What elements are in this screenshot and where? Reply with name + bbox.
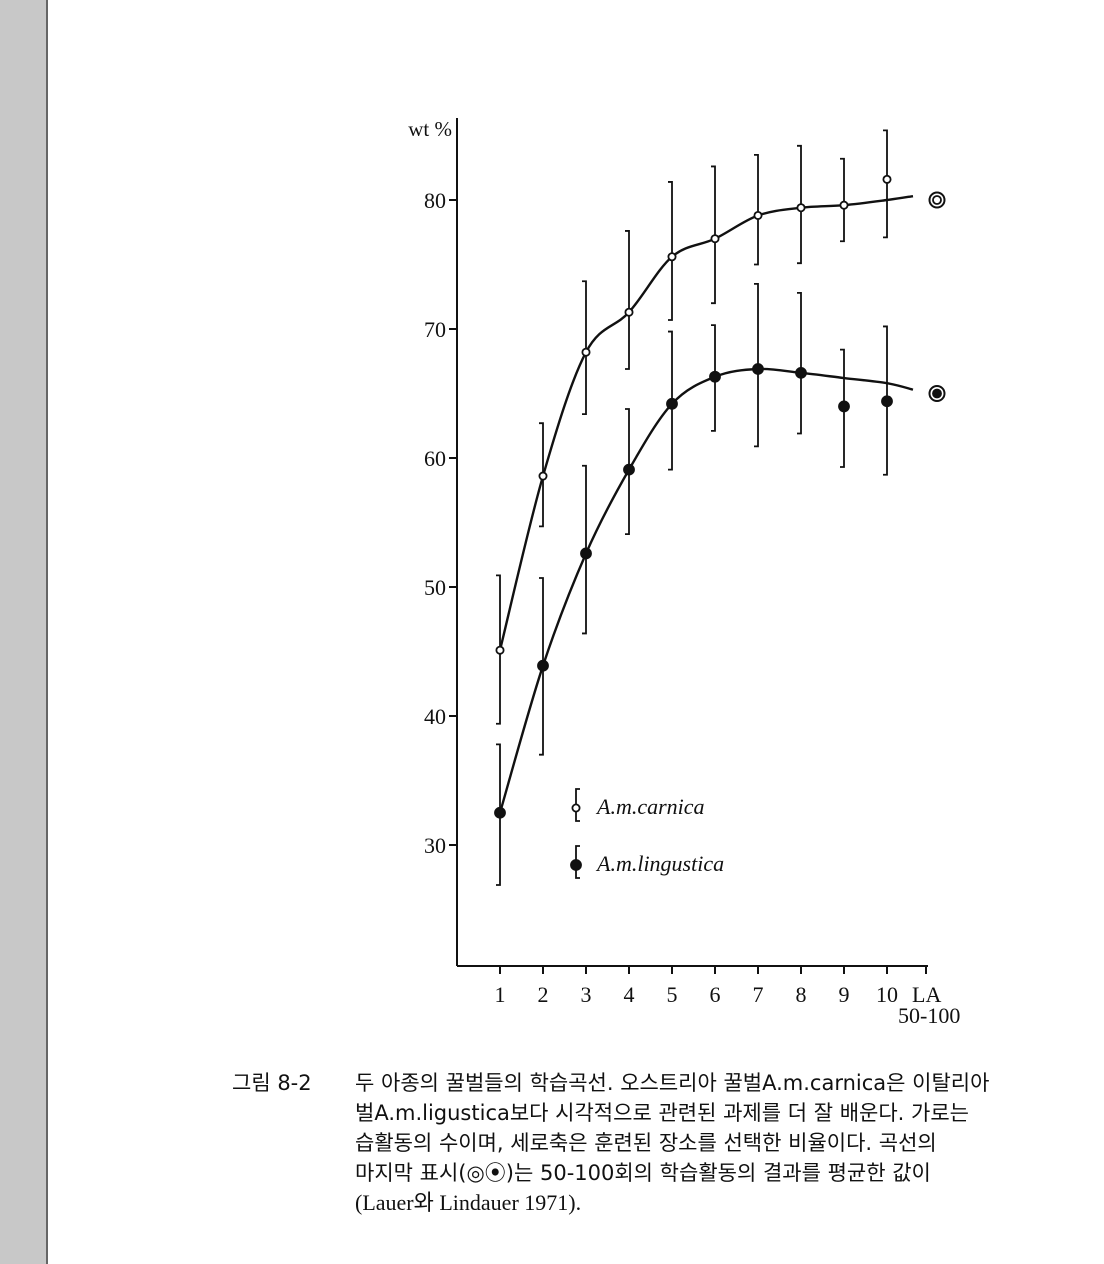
x-tick-label: 3 — [581, 982, 592, 1007]
data-point — [494, 806, 506, 819]
x-tick-label: 2 — [538, 982, 549, 1007]
data-point — [753, 210, 763, 220]
data-point — [495, 645, 505, 655]
y-tick-label: 50 — [424, 575, 446, 600]
legend-label: A.m.carnica — [595, 794, 705, 819]
x-tick-label: 8 — [796, 982, 807, 1007]
x-tick-label: 5 — [667, 982, 678, 1007]
data-point — [839, 200, 849, 210]
series-carnica — [495, 129, 946, 725]
data-point — [538, 471, 548, 481]
x-tick-label: 6 — [710, 982, 721, 1007]
error-bar — [668, 181, 673, 321]
data-point — [581, 347, 591, 357]
legend-item: A.m.lingustica — [570, 845, 724, 879]
data-point — [666, 397, 678, 410]
x-axis-label: LA — [912, 982, 941, 1007]
x-tick-label: 1 — [495, 982, 506, 1007]
x-tick-label: 10 — [876, 982, 898, 1007]
data-point — [710, 234, 720, 244]
data-point — [795, 366, 807, 379]
series-lingustica — [494, 282, 946, 886]
data-point — [709, 370, 721, 383]
error-bar — [582, 280, 587, 416]
data-point — [796, 203, 806, 213]
legend-marker — [570, 859, 582, 871]
mean-marker-inner — [932, 388, 942, 399]
error-bar — [840, 157, 845, 243]
error-bar — [754, 153, 759, 266]
x-tick-label: 9 — [839, 982, 850, 1007]
y-tick-label: 40 — [424, 704, 446, 729]
legend-marker — [571, 803, 581, 813]
error-bar — [625, 230, 630, 370]
series-line — [498, 367, 914, 814]
figure-label: 그림 8-2 — [232, 1071, 312, 1095]
data-point — [624, 307, 634, 317]
x-tick-label: 4 — [624, 982, 635, 1007]
caption-text: 두 아종의 꿀벌들의 학습곡선. 오스트리아 꿀벌A.m.carnica은 이탈… — [355, 1068, 989, 1218]
caption-line: 벌A.m.ligustica보다 시각적으로 관련된 과제를 더 잘 배운다. … — [355, 1101, 969, 1125]
caption-citation: (Lauer와 Lindauer 1971). — [355, 1190, 582, 1215]
x-tick-label: 7 — [753, 982, 764, 1007]
chart-series — [494, 129, 946, 886]
y-tick-label: 60 — [424, 446, 446, 471]
data-point — [667, 252, 677, 262]
data-point — [580, 547, 592, 560]
data-point — [623, 463, 635, 476]
x-axis-extra-label: 50-100 — [898, 1003, 960, 1028]
chart-legend: A.m.carnica A.m.lingustica — [570, 788, 724, 879]
legend-label: A.m.lingustica — [595, 851, 724, 876]
left-margin-bar — [0, 0, 48, 1264]
series-line — [498, 194, 914, 651]
error-bar — [797, 291, 802, 435]
data-point — [752, 363, 764, 375]
data-point — [838, 400, 850, 413]
data-point — [881, 395, 893, 408]
y-axis-label: wt % — [408, 117, 452, 141]
error-bar — [883, 129, 888, 239]
legend-item: A.m.carnica — [571, 788, 705, 822]
y-tick-label: 70 — [424, 317, 446, 342]
data-point — [537, 659, 549, 672]
mean-marker-inner — [932, 195, 942, 205]
data-point — [882, 174, 892, 184]
caption-line: 두 아종의 꿀벌들의 학습곡선. 오스트리아 꿀벌A.m.carnica은 이탈… — [355, 1071, 990, 1095]
caption-line: 마지막 표시(◎⦿)는 50-100회의 학습활동의 결과를 평균한 값이 — [355, 1161, 931, 1185]
y-tick-label: 30 — [424, 833, 446, 858]
y-tick-label: 80 — [424, 188, 446, 213]
caption-line: 습활동의 수이며, 세로축은 훈련된 장소를 선택한 비율이다. 곡선의 — [355, 1131, 937, 1155]
